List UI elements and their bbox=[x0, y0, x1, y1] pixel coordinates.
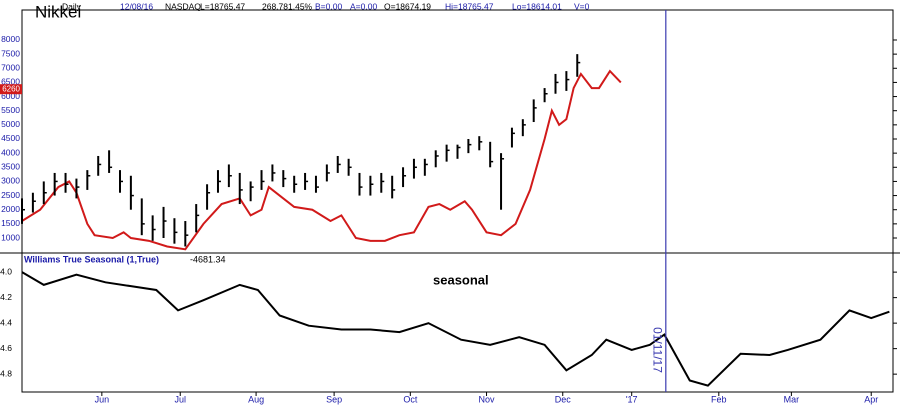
x-tick-label: Sep bbox=[326, 394, 342, 404]
header-field: L=18765.47 bbox=[200, 1, 245, 11]
y-tick-label: 4.4 bbox=[0, 317, 12, 327]
y-tick-label: 4.8 bbox=[0, 368, 12, 378]
header-field: 268.78 bbox=[262, 1, 288, 11]
y-tick-label: 7500 bbox=[1, 48, 20, 58]
y-tick-label: 2500 bbox=[1, 190, 20, 200]
indicator-value: -4681.34 bbox=[190, 254, 226, 264]
header-field: B=0.00 bbox=[315, 1, 342, 11]
x-tick-label: Feb bbox=[711, 394, 727, 404]
x-tick-label: Dec bbox=[555, 394, 572, 404]
y-tick-label: 5500 bbox=[1, 105, 20, 115]
y-tick-label: 4000 bbox=[1, 147, 20, 157]
x-tick-label: '17 bbox=[626, 394, 638, 404]
x-tick-label: Jul bbox=[174, 394, 186, 404]
header-field: A=0.00 bbox=[350, 1, 377, 11]
y-tick-label: 5000 bbox=[1, 119, 20, 129]
chart-title: Nikkei bbox=[35, 2, 81, 21]
x-tick-label: Nov bbox=[479, 394, 496, 404]
series-line bbox=[21, 69, 622, 251]
header-field: Lo=18614.01 bbox=[512, 1, 562, 11]
y-tick-label: 8000 bbox=[1, 34, 20, 44]
y-tick-label: 3500 bbox=[1, 162, 20, 172]
value-marker-bg bbox=[0, 84, 22, 95]
header-field: Hi=18765.47 bbox=[445, 1, 494, 11]
header-field: 1.45% bbox=[288, 1, 313, 11]
y-tick-label: 6500 bbox=[1, 77, 20, 87]
event-label: 01/11/17 bbox=[651, 327, 665, 373]
y-tick-label: 1500 bbox=[1, 218, 20, 228]
y-tick-label: 4500 bbox=[1, 133, 20, 143]
header-field: V=0 bbox=[574, 1, 590, 11]
y-tick-label: 4.2 bbox=[0, 292, 12, 302]
series-line bbox=[21, 271, 890, 387]
y-tick-label: 3000 bbox=[1, 176, 20, 186]
y-tick-label: 4.0 bbox=[0, 266, 12, 276]
y-tick-label: 7000 bbox=[1, 63, 20, 73]
header-field: O=18674.19 bbox=[384, 1, 431, 11]
x-tick-label: Oct bbox=[403, 394, 418, 404]
y-tick-label: 1000 bbox=[1, 232, 20, 242]
x-tick-label: Jun bbox=[95, 394, 110, 404]
x-tick-label: Mar bbox=[784, 394, 800, 404]
y-tick-label: 6000 bbox=[1, 91, 20, 101]
indicator-title: Williams True Seasonal (1,True) bbox=[24, 254, 159, 264]
annotation: seasonal bbox=[433, 272, 489, 287]
header-field: 12/08/16 bbox=[120, 1, 153, 11]
frame bbox=[21, 9, 894, 393]
header-field: NASDAQ bbox=[165, 1, 201, 11]
y-tick-label: 2000 bbox=[1, 204, 20, 214]
x-tick-label: Aug bbox=[248, 394, 264, 404]
x-tick-label: Apr bbox=[864, 394, 878, 404]
y-tick-label: 4.6 bbox=[0, 343, 12, 353]
value-marker: 6260 bbox=[2, 84, 20, 93]
header-field: Daily bbox=[62, 1, 82, 11]
